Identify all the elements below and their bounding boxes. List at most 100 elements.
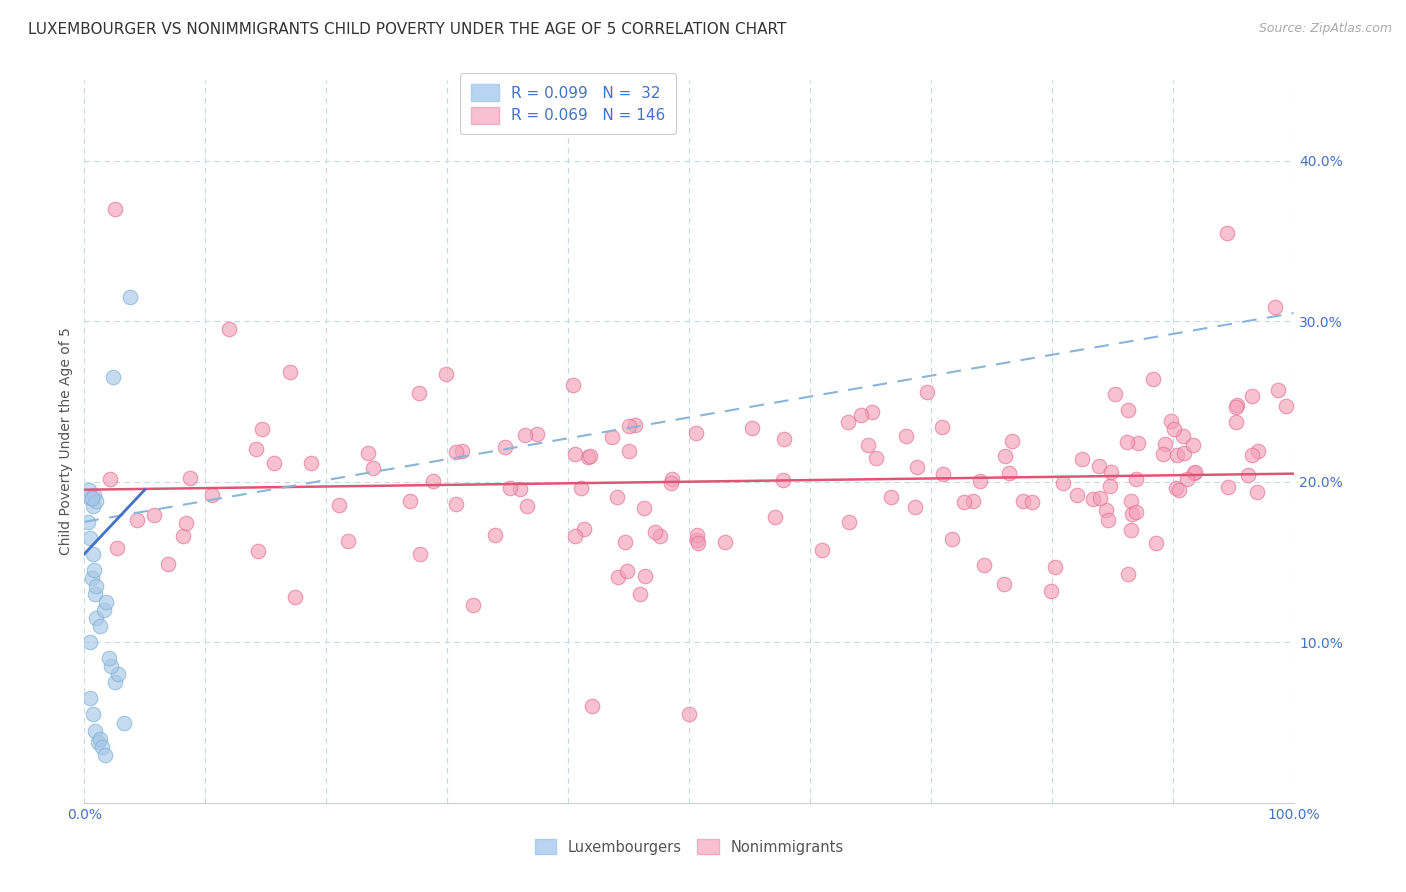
Point [650, 529, 672, 543]
Point [714, 535, 737, 549]
Point [422, 474, 444, 488]
Point [1240, 389, 1263, 403]
Point [82, 547, 104, 561]
Point [931, 420, 953, 434]
Point [356, 446, 378, 460]
Point [997, 466, 1019, 480]
Point [120, 290, 142, 304]
Point [91, 739, 114, 754]
Point [499, 481, 522, 495]
Point [1226, 398, 1249, 412]
Point [83, 487, 105, 501]
Point [361, 461, 384, 475]
Point [1099, 465, 1122, 479]
Point [606, 490, 628, 504]
Point [880, 490, 903, 504]
Point [450, 443, 472, 458]
Point [1177, 472, 1199, 486]
Point [97, 651, 120, 665]
Point [904, 500, 927, 514]
Point [1011, 493, 1033, 508]
Point [1125, 472, 1147, 486]
Point [86, 579, 108, 593]
Point [1095, 503, 1118, 517]
Point [112, 715, 135, 730]
Point [105, 541, 128, 556]
Point [252, 422, 274, 436]
Point [1182, 438, 1205, 452]
Point [856, 438, 879, 452]
Point [685, 528, 707, 542]
Point [865, 451, 887, 466]
Point [917, 384, 939, 399]
Point [263, 456, 285, 470]
Point [941, 533, 963, 547]
Point [104, 202, 127, 216]
Point [218, 322, 240, 336]
Point [1121, 507, 1143, 521]
Point [84, 723, 107, 738]
Point [1097, 513, 1119, 527]
Point [1216, 226, 1239, 240]
Point [176, 516, 198, 530]
Point [513, 427, 536, 442]
Point [516, 499, 538, 513]
Point [633, 500, 655, 515]
Point [179, 471, 201, 485]
Point [562, 378, 585, 392]
Point [993, 450, 1015, 464]
Point [849, 408, 872, 422]
Point [1021, 495, 1043, 509]
Point [284, 590, 307, 604]
Point [1171, 428, 1194, 442]
Point [1166, 448, 1188, 462]
Text: LUXEMBOURGER VS NONIMMIGRANTS CHILD POVERTY UNDER THE AGE OF 5 CORRELATION CHART: LUXEMBOURGER VS NONIMMIGRANTS CHILD POVE… [28, 22, 786, 37]
Point [811, 542, 834, 557]
Point [444, 497, 467, 511]
Point [1088, 491, 1111, 506]
Point [434, 367, 457, 381]
Point [80, 491, 103, 505]
Point [408, 547, 430, 561]
Point [969, 475, 991, 489]
Point [741, 421, 763, 435]
Point [564, 447, 586, 461]
Point [94, 595, 117, 609]
Point [1071, 452, 1094, 467]
Point [619, 444, 641, 458]
Point [463, 598, 485, 612]
Point [763, 509, 786, 524]
Point [157, 557, 180, 571]
Point [962, 493, 984, 508]
Point [143, 508, 166, 522]
Point [602, 430, 624, 444]
Point [93, 603, 115, 617]
Point [77, 515, 100, 529]
Point [1225, 401, 1247, 415]
Point [772, 473, 794, 487]
Point [83, 563, 105, 577]
Point [661, 472, 683, 486]
Point [1104, 386, 1126, 401]
Point [572, 522, 595, 536]
Point [581, 699, 603, 714]
Point [100, 659, 122, 673]
Point [484, 528, 506, 542]
Point [509, 482, 531, 496]
Point [1152, 447, 1174, 461]
Y-axis label: Child Poverty Under the Age of 5: Child Poverty Under the Age of 5 [59, 327, 73, 556]
Point [1098, 479, 1121, 493]
Point [1144, 536, 1167, 550]
Point [623, 417, 645, 432]
Point [125, 513, 148, 527]
Point [606, 570, 628, 584]
Point [104, 675, 127, 690]
Point [86, 611, 108, 625]
Point [860, 404, 883, 418]
Point [1121, 494, 1143, 508]
Point [77, 483, 100, 497]
Point [79, 491, 101, 505]
Point [1119, 523, 1142, 537]
Point [80, 571, 103, 585]
Point [564, 528, 586, 542]
